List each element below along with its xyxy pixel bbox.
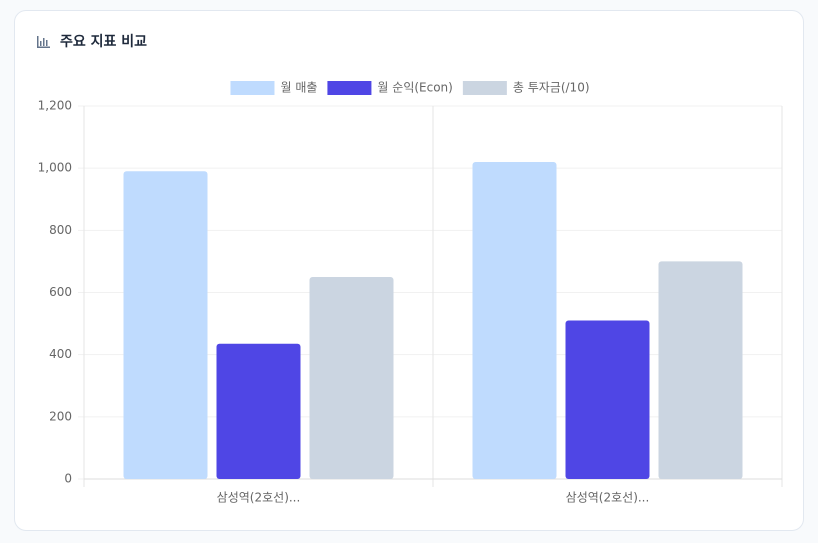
y-tick-label: 1,000 <box>38 161 72 175</box>
bar <box>123 171 208 479</box>
bar <box>309 276 394 479</box>
legend-label: 총 투자금(/10) <box>513 81 590 95</box>
legend-swatch <box>230 81 275 95</box>
bar <box>472 161 557 479</box>
y-tick-label: 600 <box>49 285 72 299</box>
legend-swatch <box>327 81 372 95</box>
x-tick-label: 삼성역(2호선)... <box>217 491 301 505</box>
bar <box>658 261 743 479</box>
legend-swatch <box>462 81 507 95</box>
y-tick-label: 400 <box>49 347 72 361</box>
chart-icon <box>37 36 50 48</box>
bar <box>216 343 301 479</box>
y-tick-label: 200 <box>49 409 72 423</box>
legend-label: 월 매출 <box>280 81 317 95</box>
legend-label: 월 순익(Econ) <box>377 81 452 95</box>
y-tick-label: 1,200 <box>38 99 72 113</box>
bar <box>565 320 650 479</box>
x-tick-label: 삼성역(2호선)... <box>566 491 650 505</box>
y-tick-label: 800 <box>49 223 72 237</box>
y-tick-label: 0 <box>64 472 72 486</box>
chart-title: 주요 지표 비교 <box>60 34 147 50</box>
